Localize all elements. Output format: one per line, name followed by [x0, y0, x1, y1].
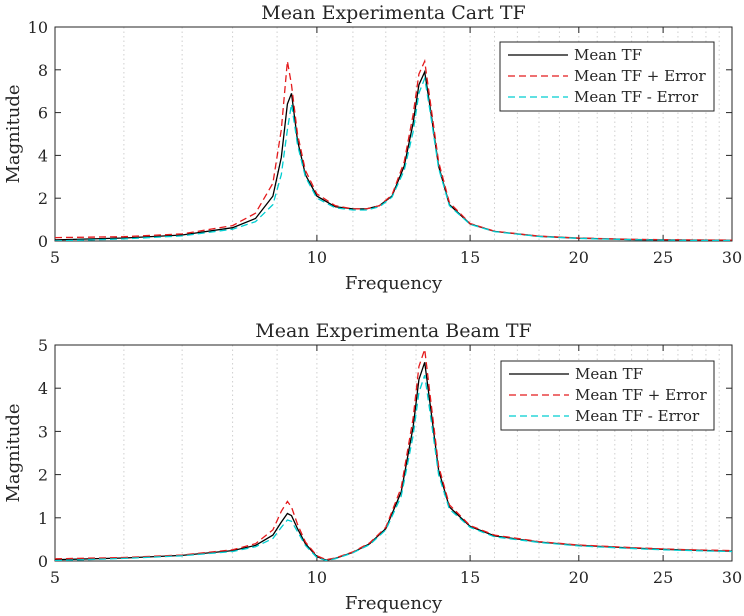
y-tick-label: 1: [38, 509, 48, 528]
y-tick-label: 4: [38, 146, 48, 165]
y-tick-label: 10: [28, 18, 48, 37]
x-tick-label: 30: [722, 248, 742, 267]
chart-1: 5 10 15 20 25 30 0 2 4 6 8 10 Mean Experimenta Cart …: [3, 2, 742, 294]
legend: Mean TF Mean TF + Error Mean TF - Error: [499, 41, 715, 112]
legend: Mean TF Mean TF + Error Mean TF - Error: [500, 360, 715, 431]
series-line-3: [55, 374, 732, 561]
chart-title: Mean Experimenta Beam TF: [255, 320, 531, 342]
x-tick-label: 20: [569, 248, 589, 267]
x-tick-label: 5: [50, 248, 60, 267]
x-tick-label: 15: [460, 248, 480, 267]
x-tick-label: 30: [722, 568, 742, 587]
y-tick-label: 3: [38, 422, 48, 441]
legend-label: Mean TF - Error: [575, 407, 700, 425]
x-tick-label: 10: [307, 248, 327, 267]
legend-label: Mean TF: [574, 46, 642, 64]
x-tick-label: 5: [50, 568, 60, 587]
series-line-2: [55, 58, 732, 241]
x-axis-label: Frequency: [345, 273, 443, 294]
x-tick-label: 25: [653, 248, 673, 267]
y-tick-label: 0: [38, 552, 48, 571]
y-tick-label: 0: [38, 232, 48, 251]
x-axis-label: Frequency: [345, 593, 443, 614]
series-line-3: [55, 75, 732, 241]
legend-label: Mean TF + Error: [575, 386, 707, 404]
plot-area: [54, 344, 733, 562]
legend-label: Mean TF: [575, 365, 643, 383]
y-tick-label: 6: [38, 104, 48, 123]
y-tick-label: 8: [38, 61, 48, 80]
y-axis-label: Magnitude: [3, 403, 24, 502]
chart-2: 5 10 15 20 25 30 0 1 2 3 4 5 Mean Experimenta Beam T…: [3, 320, 742, 614]
chart-title: Mean Experimenta Cart TF: [261, 2, 525, 24]
y-tick-label: 2: [38, 189, 48, 208]
y-axis-label: Magnitude: [3, 84, 24, 183]
y-tick-label: 5: [38, 336, 48, 355]
legend-label: Mean TF + Error: [574, 67, 706, 85]
plot-area: [54, 26, 733, 242]
x-tick-label: 10: [307, 568, 327, 587]
legend-label: Mean TF - Error: [574, 88, 699, 106]
x-tick-label: 20: [569, 568, 589, 587]
x-tick-label: 25: [653, 568, 673, 587]
series-line-2: [55, 349, 732, 561]
y-tick-label: 2: [38, 466, 48, 485]
y-tick-label: 4: [38, 379, 48, 398]
x-tick-label: 15: [460, 568, 480, 587]
